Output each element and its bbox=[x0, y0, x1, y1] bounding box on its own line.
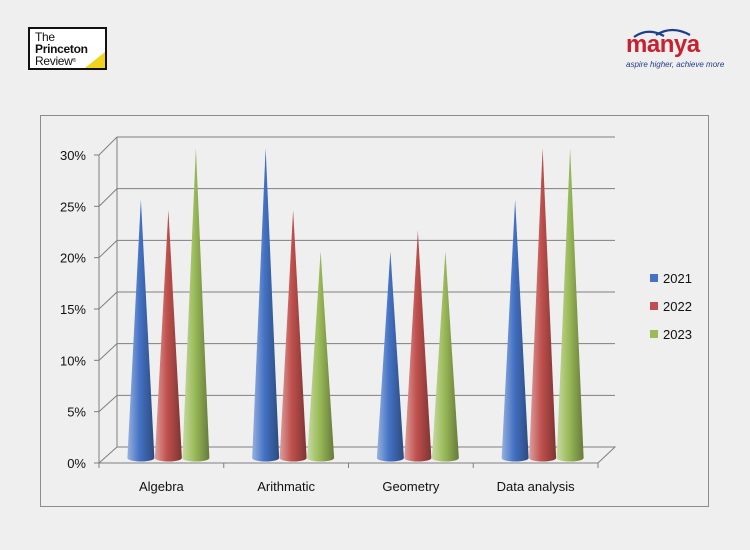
manya-logo: manya aspire higher, achieve more bbox=[622, 26, 726, 72]
cone-body bbox=[404, 230, 432, 462]
cone-body bbox=[279, 210, 307, 462]
y-tick-label: 20% bbox=[60, 251, 86, 266]
cone-body bbox=[154, 210, 182, 462]
gridline-side bbox=[98, 239, 118, 259]
cone-2023-algebra bbox=[182, 148, 210, 462]
cone-body bbox=[431, 251, 459, 462]
cone-2021-geometry bbox=[376, 251, 404, 462]
cone-body bbox=[529, 148, 557, 462]
x-tick-label: Data analysis bbox=[497, 479, 576, 494]
gridline-side bbox=[98, 394, 118, 413]
legend-swatch bbox=[650, 274, 658, 282]
x-axis-ticks: Algebra Arithmatic Geometry Data analysis bbox=[139, 479, 575, 494]
cone-2021-arithmatic bbox=[252, 148, 280, 462]
cone-2022-geometry bbox=[404, 230, 432, 462]
floor bbox=[97, 446, 617, 464]
y-axis-ticks: 0% 5% 10% 15% 20% 25% 30% bbox=[60, 148, 86, 471]
cone-body bbox=[376, 251, 404, 462]
gridline-side bbox=[98, 188, 118, 207]
cone-body bbox=[307, 251, 335, 462]
x-tick-label: Geometry bbox=[382, 479, 440, 494]
y-tick-label: 5% bbox=[67, 405, 86, 420]
cone-2022-algebra bbox=[154, 210, 182, 462]
manya-wordmark: manya bbox=[626, 31, 700, 58]
manya-arcs-icon bbox=[633, 28, 691, 38]
gridline-side bbox=[98, 136, 118, 156]
cone-2021-data-analysis bbox=[501, 199, 529, 462]
legend-swatch bbox=[650, 302, 658, 310]
cone-2023-data-analysis bbox=[556, 148, 584, 462]
logo-corner-mark bbox=[85, 52, 105, 68]
chart-frame bbox=[40, 115, 709, 507]
y-tick-label: 30% bbox=[60, 148, 86, 163]
y-tick-label: 10% bbox=[60, 353, 86, 368]
registered-mark: ® bbox=[72, 58, 77, 64]
cone-marks bbox=[127, 148, 584, 462]
x-tick-label: Arithmatic bbox=[257, 479, 315, 494]
cone-body bbox=[182, 148, 210, 462]
logo-line-2: Princeton bbox=[35, 42, 88, 56]
logo-line-3-text: Review bbox=[35, 54, 73, 68]
legend-label: 2021 bbox=[663, 271, 692, 286]
legend-label: 2023 bbox=[663, 327, 692, 342]
logo-line-1: The bbox=[35, 30, 55, 44]
x-tick-label: Algebra bbox=[139, 479, 185, 494]
cone-2021-algebra bbox=[127, 199, 155, 462]
y-tick-label: 15% bbox=[60, 302, 86, 317]
legend-swatch bbox=[650, 330, 658, 338]
cone-body bbox=[127, 199, 155, 462]
logo-line-3: Review® bbox=[35, 55, 76, 67]
princeton-review-logo: The Princeton Review® bbox=[28, 27, 107, 70]
gridline-side bbox=[98, 343, 118, 361]
legend-label: 2022 bbox=[663, 299, 692, 314]
y-tick-label: 25% bbox=[60, 199, 86, 214]
cone-body bbox=[501, 199, 529, 462]
gridline-side bbox=[98, 291, 118, 310]
cone-2022-data-analysis bbox=[529, 148, 557, 462]
y-tick-label: 0% bbox=[67, 456, 86, 471]
cone-2023-geometry bbox=[431, 251, 459, 462]
manya-tagline: aspire higher, achieve more bbox=[626, 60, 725, 69]
cone-2022-arithmatic bbox=[279, 210, 307, 462]
legend: 2021 2022 2023 bbox=[650, 271, 692, 342]
cone-body bbox=[252, 148, 280, 462]
cone-2023-arithmatic bbox=[307, 251, 335, 462]
cone-body bbox=[556, 148, 584, 462]
